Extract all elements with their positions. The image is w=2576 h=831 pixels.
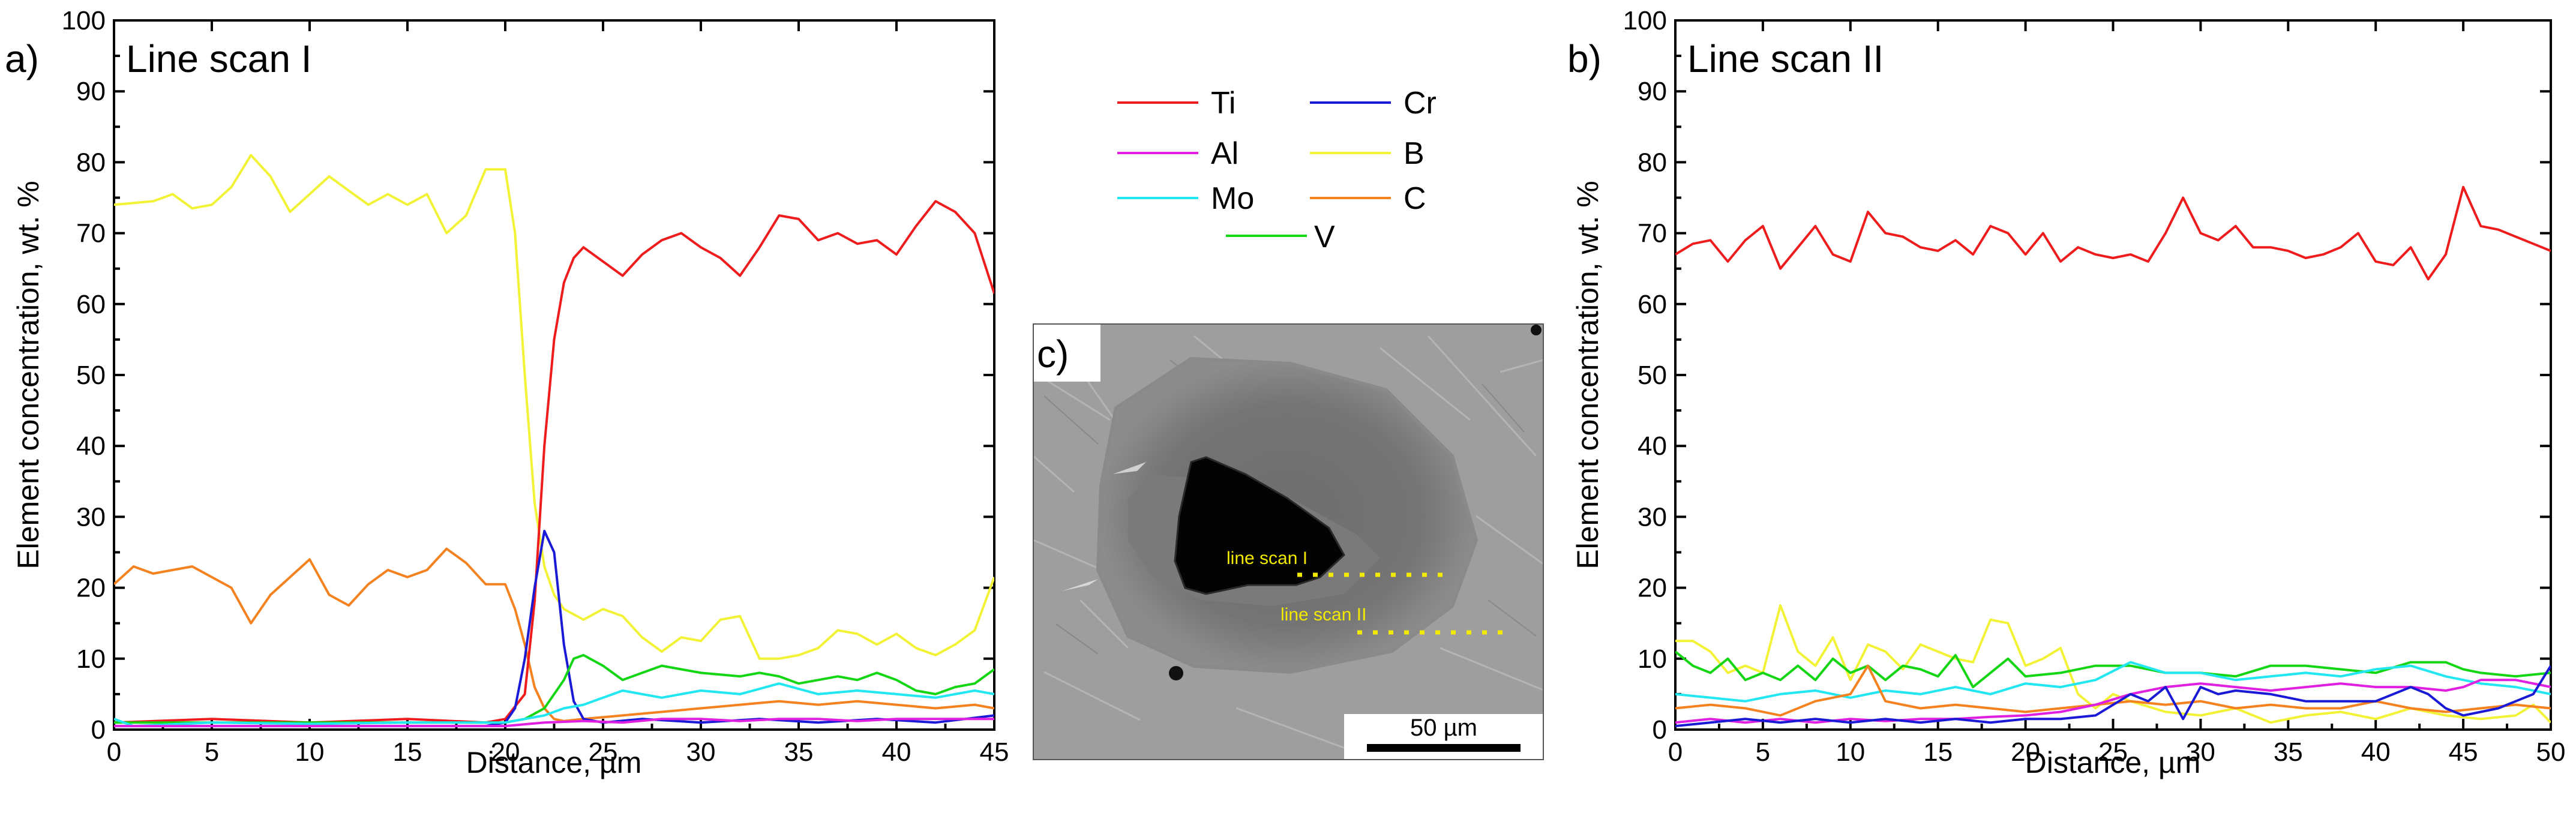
x-tick-label: 0 bbox=[107, 737, 121, 767]
x-tick-label: 10 bbox=[295, 737, 325, 767]
bright-precipitate bbox=[1062, 579, 1098, 591]
panel-title: Line scan I bbox=[126, 37, 312, 80]
x-axis-title: Distance, µm bbox=[2025, 746, 2201, 779]
legend-label-b: B bbox=[1404, 136, 1425, 171]
x-tick-label: 30 bbox=[686, 737, 716, 767]
series-line-al bbox=[1675, 679, 2551, 724]
y-tick-label: 40 bbox=[76, 431, 106, 461]
series-line-cr bbox=[1675, 665, 2551, 728]
series-line-b bbox=[114, 154, 994, 660]
x-tick-label: 45 bbox=[2449, 737, 2478, 767]
x-axis-title: Distance, µm bbox=[466, 746, 642, 779]
x-tick-label: 50 bbox=[2536, 737, 2566, 767]
y-tick-label: 50 bbox=[76, 361, 106, 390]
y-tick-label: 20 bbox=[1638, 574, 1667, 603]
image-border bbox=[1033, 323, 1544, 760]
series-line-ti bbox=[114, 200, 994, 724]
y-axis-ticks: 0 10 20 30 40 50 60 70 80 90 100 bbox=[62, 6, 994, 745]
y-tick-label: 20 bbox=[76, 574, 106, 603]
y-tick-label: 10 bbox=[76, 644, 106, 674]
line-scan-ii-chart: 0 10 20 30 40 50 60 70 80 90 100 0 5 10 15 20 25 30 35 40 4… bbox=[1567, 6, 2565, 779]
y-tick-label: 90 bbox=[1638, 77, 1667, 106]
y-tick-label: 30 bbox=[76, 502, 106, 532]
y-tick-label: 0 bbox=[1653, 715, 1667, 745]
panel-title: Line scan II bbox=[1687, 37, 1884, 80]
series-group bbox=[1675, 185, 2551, 728]
dark-particle bbox=[1169, 666, 1183, 680]
scale-bar-box bbox=[1344, 714, 1543, 760]
series-line-ti bbox=[1675, 185, 2551, 281]
x-tick-label: 30 bbox=[2186, 737, 2215, 767]
y-axis-ticks: 0 10 20 30 40 50 60 70 80 90 100 bbox=[1623, 6, 2551, 745]
legend-label-v: V bbox=[1314, 220, 1335, 254]
x-tick-label: 45 bbox=[980, 737, 1009, 767]
series-group bbox=[114, 154, 994, 728]
legend-label-al: Al bbox=[1211, 136, 1238, 171]
series-line-b bbox=[1675, 604, 2551, 724]
x-tick-label: 25 bbox=[2098, 737, 2128, 767]
plot-frame bbox=[113, 19, 995, 731]
legend: Ti Cr Al B Mo C V bbox=[1117, 86, 1437, 254]
legend-label-ti: Ti bbox=[1211, 86, 1235, 121]
series-line-cr bbox=[114, 530, 994, 728]
x-tick-label: 40 bbox=[2361, 737, 2391, 767]
series-line-mo bbox=[1675, 661, 2551, 703]
y-tick-label: 40 bbox=[1638, 431, 1667, 461]
series-line-al bbox=[114, 718, 994, 728]
legend-label-mo: Mo bbox=[1211, 181, 1254, 216]
y-tick-label: 80 bbox=[76, 148, 106, 177]
x-tick-label: 25 bbox=[589, 737, 618, 767]
bright-precipitate bbox=[1113, 462, 1146, 474]
pore bbox=[1174, 456, 1345, 595]
y-tick-label: 60 bbox=[1638, 290, 1667, 319]
scale-bar bbox=[1367, 744, 1521, 752]
panel-letter: b) bbox=[1567, 37, 1602, 80]
y-tick-label: 50 bbox=[1638, 361, 1667, 390]
line-scan-ii-label: line scan II bbox=[1280, 605, 1366, 625]
legend-label-c: C bbox=[1404, 181, 1426, 216]
x-tick-label: 15 bbox=[393, 737, 422, 767]
y-tick-label: 90 bbox=[76, 77, 106, 106]
y-tick-label: 10 bbox=[1638, 644, 1667, 674]
y-tick-label: 70 bbox=[1638, 219, 1667, 248]
x-tick-label: 15 bbox=[1923, 737, 1953, 767]
legend-label-cr: Cr bbox=[1404, 86, 1437, 121]
y-tick-label: 0 bbox=[91, 715, 106, 745]
x-tick-label: 5 bbox=[205, 737, 219, 767]
x-tick-label: 40 bbox=[882, 737, 911, 767]
series-line-v bbox=[1675, 650, 2551, 689]
y-tick-label: 80 bbox=[1638, 148, 1667, 177]
y-tick-label: 100 bbox=[1623, 6, 1667, 35]
y-axis-title: Element concentration, wt. % bbox=[11, 181, 45, 569]
plot-frame bbox=[1674, 19, 2552, 731]
x-tick-label: 35 bbox=[784, 737, 814, 767]
x-tick-label: 10 bbox=[1836, 737, 1865, 767]
x-tick-label: 20 bbox=[2011, 737, 2040, 767]
y-axis-title: Element concentration, wt. % bbox=[1571, 181, 1605, 569]
x-axis-ticks: 0 5 10 15 20 25 30 35 40 45 50 bbox=[1668, 20, 2566, 767]
series-line-c bbox=[114, 547, 994, 722]
line-scan-i-chart: 0 10 20 30 40 50 60 70 80 90 100 0 5 10 15 20 25 30 35 40 4… bbox=[5, 6, 1009, 779]
x-axis-ticks: 0 5 10 15 20 25 30 35 40 45 bbox=[107, 20, 1009, 767]
dark-particle bbox=[1531, 325, 1542, 335]
panel-letter: c) bbox=[1037, 332, 1069, 376]
panel-label-box bbox=[1033, 324, 1100, 382]
panel-letter: a) bbox=[5, 37, 39, 80]
scale-bar-label: 50 µm bbox=[1410, 715, 1477, 741]
y-tick-label: 70 bbox=[76, 219, 106, 248]
x-tick-label: 35 bbox=[2274, 737, 2303, 767]
x-tick-label: 20 bbox=[491, 737, 520, 767]
series-line-mo bbox=[114, 682, 994, 728]
y-tick-label: 30 bbox=[1638, 502, 1667, 532]
x-tick-label: 5 bbox=[1756, 737, 1770, 767]
y-tick-label: 60 bbox=[76, 290, 106, 319]
line-scan-i-label: line scan I bbox=[1226, 548, 1308, 568]
y-tick-label: 100 bbox=[62, 6, 106, 35]
x-tick-label: 0 bbox=[1668, 737, 1683, 767]
sem-micrograph: line scan I line scan II c) 50 µm bbox=[1033, 323, 1544, 760]
